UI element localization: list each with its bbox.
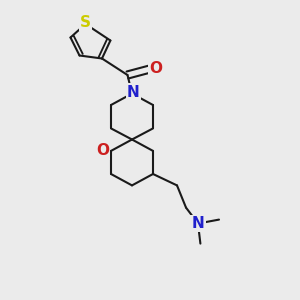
Text: S: S xyxy=(80,15,91,30)
Text: N: N xyxy=(192,216,204,231)
Text: O: O xyxy=(149,61,163,76)
Text: O: O xyxy=(96,143,109,158)
Text: N: N xyxy=(127,85,140,100)
